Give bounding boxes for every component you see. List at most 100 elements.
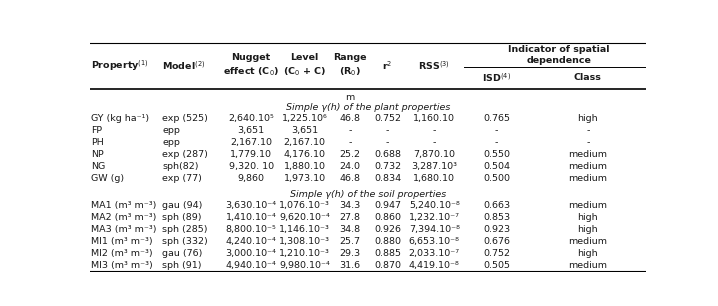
Text: Range
(R$_0$): Range (R$_0$) xyxy=(333,54,367,78)
Text: 4,419.10⁻⁸: 4,419.10⁻⁸ xyxy=(409,261,460,270)
Text: 27.8: 27.8 xyxy=(340,213,360,222)
Text: Class: Class xyxy=(574,73,602,82)
Text: 1,225.10⁶: 1,225.10⁶ xyxy=(281,114,327,123)
Text: 31.6: 31.6 xyxy=(340,261,360,270)
Text: -: - xyxy=(386,126,389,135)
Text: 7,394.10⁻⁸: 7,394.10⁻⁸ xyxy=(409,225,460,234)
Text: 1,160.10: 1,160.10 xyxy=(413,114,455,123)
Text: 0.504: 0.504 xyxy=(483,162,510,171)
Text: 0.505: 0.505 xyxy=(483,261,510,270)
Text: medium: medium xyxy=(568,174,607,183)
Text: RSS$^{(3)}$: RSS$^{(3)}$ xyxy=(419,59,450,72)
Text: NG: NG xyxy=(91,162,105,171)
Text: medium: medium xyxy=(568,150,607,159)
Text: sph (285): sph (285) xyxy=(162,225,208,234)
Text: -: - xyxy=(348,138,352,147)
Text: -: - xyxy=(495,138,498,147)
Text: sph (91): sph (91) xyxy=(162,261,202,270)
Text: 1,410.10⁻⁴: 1,410.10⁻⁴ xyxy=(225,213,276,222)
Text: gau (94): gau (94) xyxy=(162,201,202,210)
Text: 2,167.10: 2,167.10 xyxy=(230,138,272,147)
Text: 1,146.10⁻³: 1,146.10⁻³ xyxy=(279,225,330,234)
Text: 3,651: 3,651 xyxy=(291,126,318,135)
Text: 0.870: 0.870 xyxy=(374,261,401,270)
Text: 2,167.10: 2,167.10 xyxy=(284,138,325,147)
Text: PH: PH xyxy=(91,138,103,147)
Text: 0.947: 0.947 xyxy=(374,201,401,210)
Text: medium: medium xyxy=(568,201,607,210)
Text: 0.765: 0.765 xyxy=(483,114,510,123)
Text: 3,287.10³: 3,287.10³ xyxy=(411,162,457,171)
Text: -: - xyxy=(348,126,352,135)
Text: Indicator of spatial
dependence: Indicator of spatial dependence xyxy=(508,45,610,65)
Text: medium: medium xyxy=(568,162,607,171)
Text: 1,232.10⁻⁷: 1,232.10⁻⁷ xyxy=(409,213,460,222)
Text: 0.923: 0.923 xyxy=(483,225,510,234)
Text: FP: FP xyxy=(91,126,102,135)
Text: 1,308.10⁻³: 1,308.10⁻³ xyxy=(279,237,330,246)
Text: -: - xyxy=(432,126,436,135)
Text: Property$^{(1)}$: Property$^{(1)}$ xyxy=(91,58,149,73)
Text: 9,860: 9,860 xyxy=(238,174,265,183)
Text: exp (525): exp (525) xyxy=(162,114,208,123)
Text: MI3 (m³ m⁻³): MI3 (m³ m⁻³) xyxy=(91,261,153,270)
Text: 0.663: 0.663 xyxy=(483,201,510,210)
Text: 6,653.10⁻⁸: 6,653.10⁻⁸ xyxy=(409,237,460,246)
Text: Model$^{(2)}$: Model$^{(2)}$ xyxy=(162,59,205,72)
Text: 46.8: 46.8 xyxy=(340,114,360,123)
Text: Simple γ(h) of the soil properties: Simple γ(h) of the soil properties xyxy=(290,190,446,199)
Text: sph(82): sph(82) xyxy=(162,162,199,171)
Text: high: high xyxy=(577,249,598,258)
Text: 0.880: 0.880 xyxy=(374,237,401,246)
Text: -: - xyxy=(386,138,389,147)
Text: 29.3: 29.3 xyxy=(340,249,360,258)
Text: MA3 (m³ m⁻³): MA3 (m³ m⁻³) xyxy=(91,225,157,234)
Text: 5,240.10⁻⁸: 5,240.10⁻⁸ xyxy=(409,201,460,210)
Text: high: high xyxy=(577,213,598,222)
Text: 0.500: 0.500 xyxy=(483,174,510,183)
Text: 9,980.10⁻⁴: 9,980.10⁻⁴ xyxy=(279,261,330,270)
Text: MA2 (m³ m⁻³): MA2 (m³ m⁻³) xyxy=(91,213,157,222)
Text: high: high xyxy=(577,225,598,234)
Text: 1,680.10: 1,680.10 xyxy=(413,174,455,183)
Text: 8,800.10⁻⁵: 8,800.10⁻⁵ xyxy=(225,225,276,234)
Text: 0.834: 0.834 xyxy=(374,174,401,183)
Text: 1,076.10⁻³: 1,076.10⁻³ xyxy=(279,201,330,210)
Text: 0.676: 0.676 xyxy=(483,237,510,246)
Text: 25.2: 25.2 xyxy=(340,150,360,159)
Text: 7,870.10: 7,870.10 xyxy=(413,150,455,159)
Text: 0.860: 0.860 xyxy=(374,213,401,222)
Text: 2,640.10⁵: 2,640.10⁵ xyxy=(228,114,274,123)
Text: 0.853: 0.853 xyxy=(483,213,510,222)
Text: 4,240.10⁻⁴: 4,240.10⁻⁴ xyxy=(225,237,276,246)
Text: 1,973.10: 1,973.10 xyxy=(284,174,325,183)
Text: gau (76): gau (76) xyxy=(162,249,202,258)
Text: 4,940.10⁻⁴: 4,940.10⁻⁴ xyxy=(225,261,276,270)
Text: 3,000.10⁻⁴: 3,000.10⁻⁴ xyxy=(225,249,276,258)
Text: sph (332): sph (332) xyxy=(162,237,208,246)
Text: 34.8: 34.8 xyxy=(340,225,360,234)
Text: 3,630.10⁻⁴: 3,630.10⁻⁴ xyxy=(225,201,276,210)
Text: 4,176.10: 4,176.10 xyxy=(284,150,325,159)
Text: Simple γ(h) of the plant properties: Simple γ(h) of the plant properties xyxy=(286,103,450,112)
Text: GW (g): GW (g) xyxy=(91,174,124,183)
Text: high: high xyxy=(577,114,598,123)
Text: medium: medium xyxy=(568,261,607,270)
Text: 1,210.10⁻³: 1,210.10⁻³ xyxy=(279,249,330,258)
Text: -: - xyxy=(495,126,498,135)
Text: 34.3: 34.3 xyxy=(340,201,360,210)
Text: 1,779.10: 1,779.10 xyxy=(230,150,272,159)
Text: GY (kg ha⁻¹): GY (kg ha⁻¹) xyxy=(91,114,149,123)
Text: ISD$^{(4)}$: ISD$^{(4)}$ xyxy=(482,72,511,84)
Text: 0.752: 0.752 xyxy=(483,249,510,258)
Text: 24.0: 24.0 xyxy=(340,162,360,171)
Text: 3,651: 3,651 xyxy=(238,126,265,135)
Text: -: - xyxy=(432,138,436,147)
Text: -: - xyxy=(586,126,589,135)
Text: m: m xyxy=(345,93,355,103)
Text: Level
(C$_0$ + C): Level (C$_0$ + C) xyxy=(283,54,326,78)
Text: 0.752: 0.752 xyxy=(374,114,401,123)
Text: 1,880.10: 1,880.10 xyxy=(284,162,325,171)
Text: NP: NP xyxy=(91,150,103,159)
Text: epp: epp xyxy=(162,138,180,147)
